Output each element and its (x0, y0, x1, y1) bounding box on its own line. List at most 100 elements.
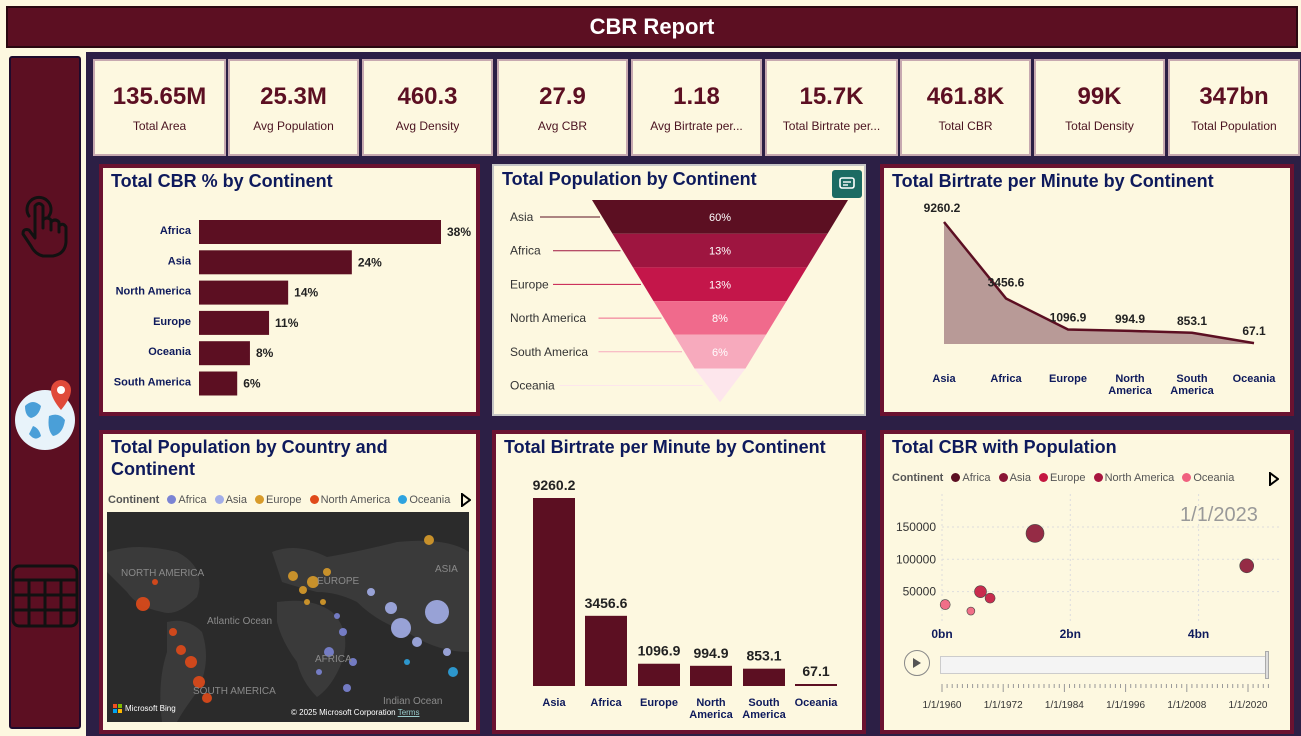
bing-logo: Microsoft Bing (113, 704, 176, 713)
play-button[interactable] (904, 650, 930, 676)
scatter-point (966, 606, 976, 616)
legend-next-arrow-icon[interactable] (461, 493, 471, 507)
data-label: 994.9 (1115, 312, 1145, 326)
category-label: North (1115, 373, 1145, 385)
map-point (185, 656, 197, 668)
map-point (334, 613, 340, 619)
map-point (443, 648, 451, 656)
map-point (288, 571, 298, 581)
kpi-avg-cbr: 27.9 Avg CBR (497, 59, 628, 156)
category-label: Europe (1049, 373, 1087, 385)
data-label: 67.1 (1242, 324, 1266, 338)
category-label: Europe (153, 316, 191, 328)
panel-title: Total Birtrate per Minute by Continent (504, 437, 826, 457)
map-point (343, 684, 351, 692)
legend-title: Continent (892, 472, 944, 484)
kpi-total-cbr: 461.8K Total CBR (900, 59, 1031, 156)
panel-title: Total CBR with Population (892, 437, 1117, 457)
population-funnel-panel[interactable]: Total Population by Continent Asia 60% Afr… (492, 164, 866, 416)
kpi-value: 347bn (1199, 82, 1269, 110)
funnel-segment (653, 301, 787, 335)
map-point (324, 647, 334, 657)
report-title: CBR Report (6, 6, 1298, 48)
category-label: America (1170, 385, 1214, 397)
legend-item[interactable]: Africa (962, 472, 991, 484)
legend-item[interactable]: Africa (178, 494, 207, 506)
legend-item[interactable]: Oceania (409, 494, 451, 506)
legend-item[interactable]: Asia (1009, 472, 1031, 484)
data-label: 24% (358, 255, 382, 269)
birtrate-bar-chart: 9260.2 Asia 3456.6 Africa 1096.9 Europe 994.9 N… (533, 477, 839, 721)
map-label: AFRICA (315, 654, 352, 665)
focus-mode-button[interactable] (832, 170, 862, 198)
data-label: 9260.2 (924, 201, 961, 215)
population-map[interactable]: NORTH AMERICA EUROPE ASIA Atlantic Ocean… (107, 512, 469, 722)
legend-item[interactable]: Oceania (1193, 472, 1235, 484)
timeline-label: 1/1/1972 (984, 700, 1023, 711)
data-label: 9260.2 (533, 477, 576, 493)
legend-item[interactable]: Europe (1050, 472, 1086, 484)
panel-title: Total Population by Country and Continen… (111, 437, 388, 479)
legend-item[interactable]: North America (320, 494, 391, 506)
legend-item[interactable]: North America (1104, 472, 1175, 484)
bar (585, 615, 627, 686)
terms-link[interactable]: Terms (397, 708, 420, 717)
map-point (320, 599, 326, 605)
bar (690, 665, 732, 686)
category-label: America (742, 709, 786, 721)
map-label: SOUTH AMERICA (193, 686, 276, 697)
kpi-label: Total CBR (938, 118, 993, 133)
kpi-value: 15.7K (799, 82, 864, 110)
bar (795, 684, 837, 686)
legend-item[interactable]: Asia (225, 494, 247, 506)
map-label: EUROPE (317, 576, 360, 587)
bar (743, 668, 785, 686)
touch-hand-icon[interactable] (15, 190, 75, 262)
bar (199, 250, 352, 275)
map-point (176, 645, 186, 655)
kpi-avg-population: 25.3M Avg Population (228, 59, 359, 156)
data-label: 3456.6 (988, 275, 1025, 289)
data-label: 38% (447, 225, 471, 239)
data-label: 60% (709, 212, 731, 224)
map-point (316, 669, 322, 675)
data-label: 853.1 (1177, 314, 1207, 328)
bar (199, 341, 250, 366)
category-label: North America (116, 286, 192, 298)
map-label: Atlantic Ocean (207, 616, 273, 627)
legend-next-arrow-icon[interactable] (1269, 472, 1279, 486)
birtrate-bar-panel[interactable]: Total Birtrate per Minute by Continent 9… (492, 430, 866, 734)
kpi-value: 461.8K (926, 82, 1005, 110)
kpi-label: Avg Birtrate per... (650, 118, 743, 133)
globe-location-icon[interactable] (13, 376, 79, 452)
scatter-point (939, 599, 951, 610)
kpi-total-birtrate: 15.7K Total Birtrate per... (765, 59, 898, 156)
funnel-segment (694, 368, 746, 403)
map-copyright: © 2025 Microsoft Corporation Terms (291, 708, 420, 717)
map-point (412, 637, 422, 647)
map-point (193, 676, 205, 688)
y-tick-label: 100000 (896, 552, 936, 566)
legend-item[interactable]: Europe (266, 494, 302, 506)
map-label: Indian Ocean (383, 696, 443, 707)
timeline-slider-handle[interactable] (1265, 651, 1269, 679)
bar (638, 663, 680, 686)
data-label: 3456.6 (585, 595, 628, 611)
bar (533, 498, 575, 686)
kpi-total-density: 99K Total Density (1034, 59, 1165, 156)
kpi-label: Avg Density (395, 118, 460, 133)
microsoft-logo-icon (113, 704, 122, 713)
cbr-population-scatter-panel[interactable]: Total CBR with Population Continent Afri… (880, 430, 1294, 734)
timeline-slider[interactable] (940, 651, 1269, 679)
birtrate-area-panel[interactable]: Total Birtrate per Minute by Continent 9… (880, 164, 1294, 416)
map-point (391, 618, 411, 638)
cbr-percent-panel[interactable]: Total CBR % by Continent Africa 38% Asia 24… (99, 164, 480, 416)
population-map-panel[interactable]: Total Population by Country and Continen… (99, 430, 480, 734)
category-label: Oceania (148, 346, 192, 358)
category-label: Africa (510, 244, 541, 258)
category-label: South (1176, 373, 1207, 385)
bar (199, 280, 289, 305)
data-label: 13% (709, 246, 731, 258)
map-label: ASIA (435, 564, 458, 575)
calendar-grid-icon[interactable] (11, 564, 81, 630)
